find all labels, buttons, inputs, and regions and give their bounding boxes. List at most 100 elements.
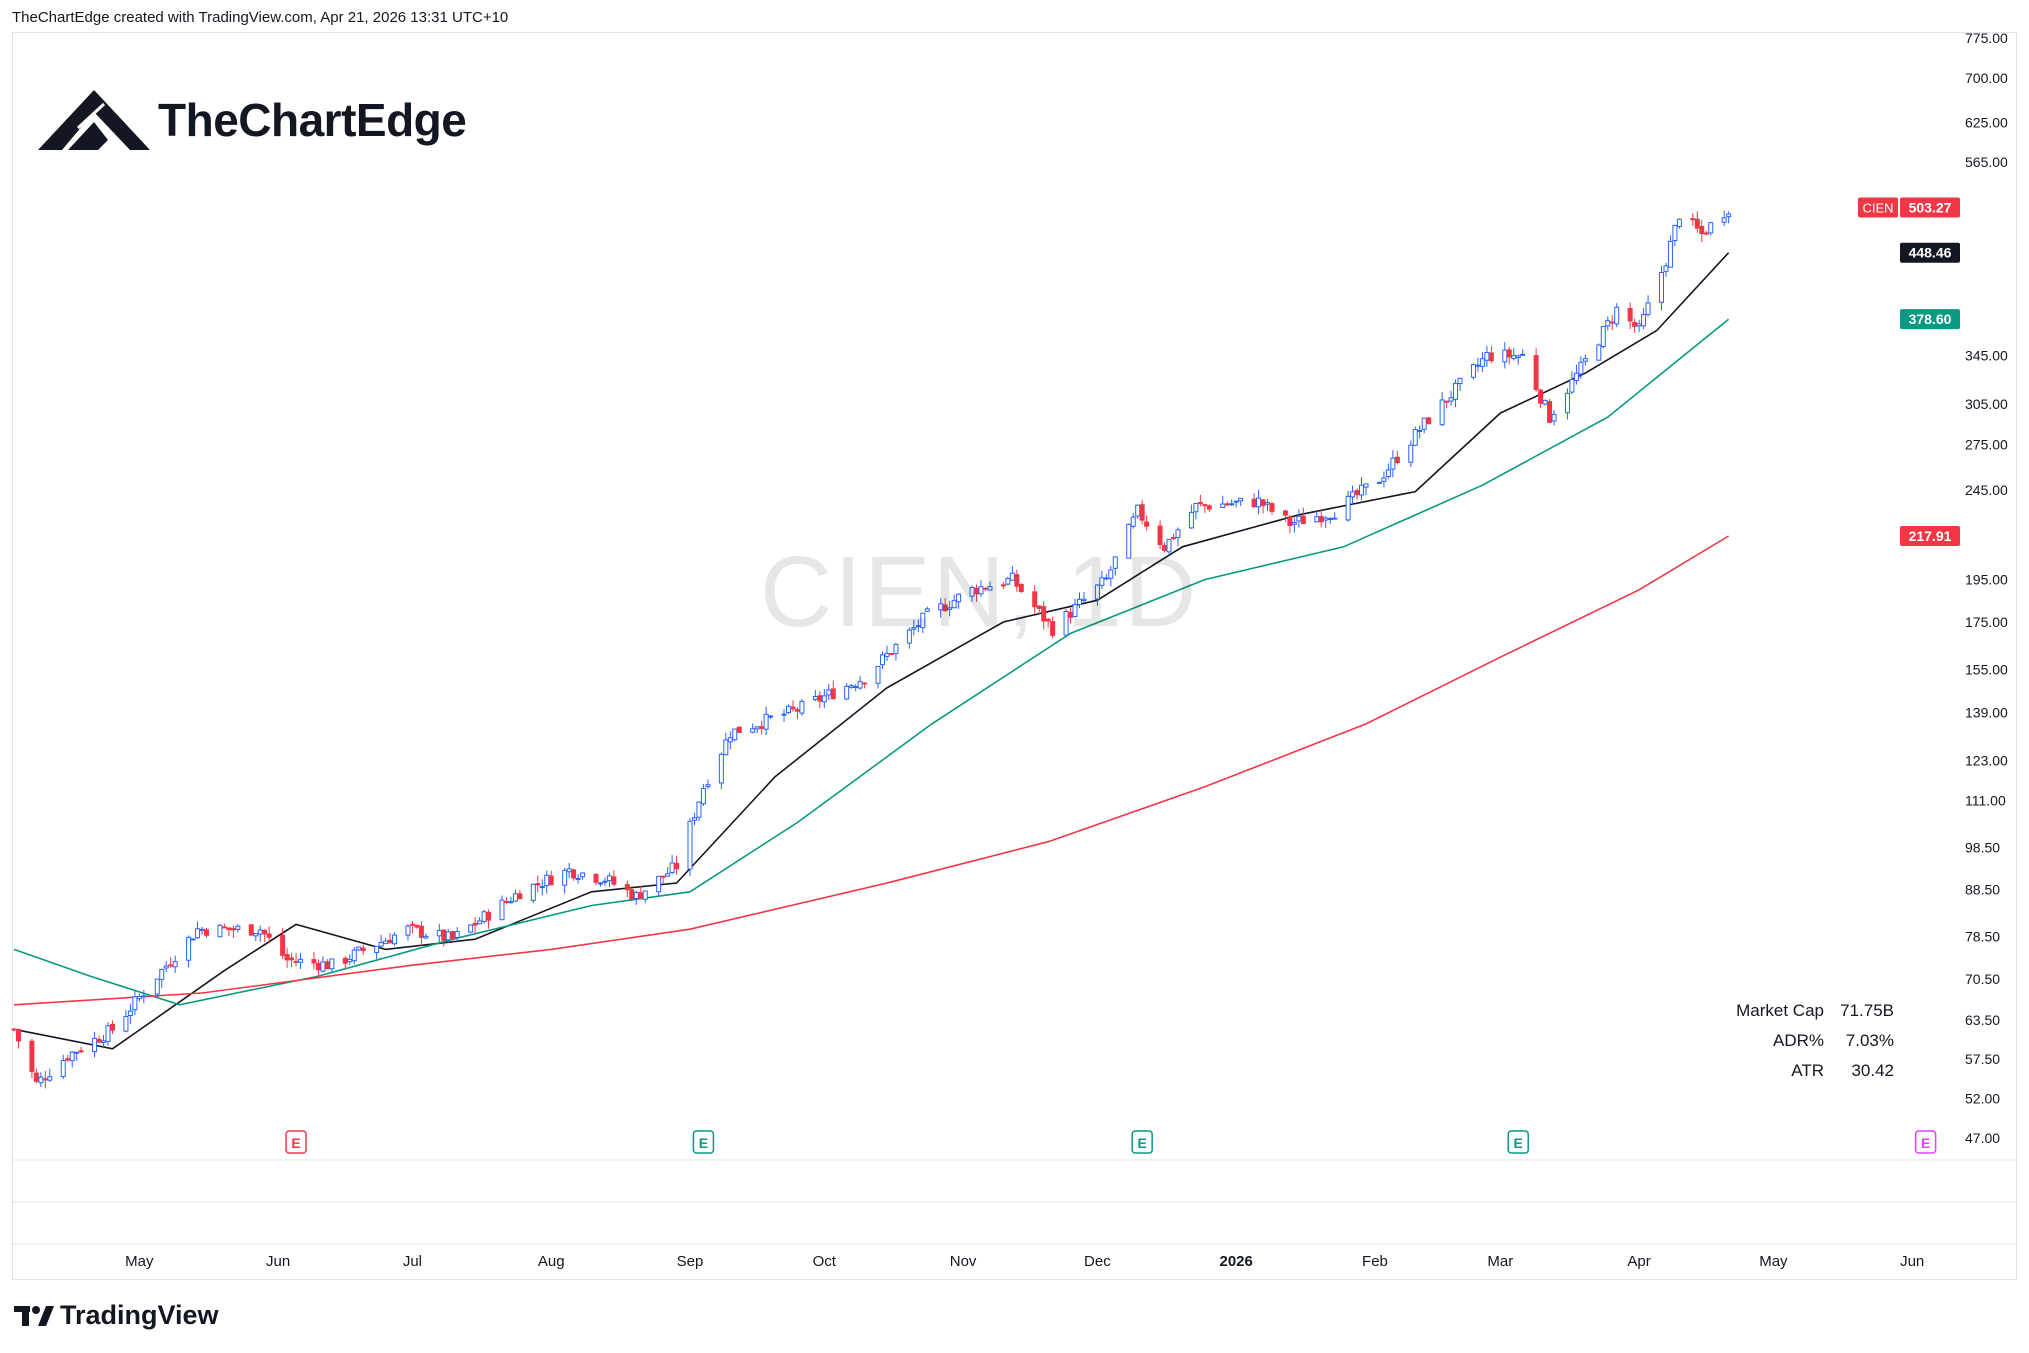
candle-body: [696, 801, 702, 818]
candle-body: [1672, 224, 1678, 242]
candle-body: [1533, 355, 1539, 391]
candle-body: [817, 695, 823, 702]
candle-body: [315, 963, 321, 971]
candle-body: [320, 961, 326, 972]
candle-body: [1076, 598, 1082, 606]
time-tick-label: Apr: [1627, 1253, 1650, 1270]
candle-body: [481, 911, 487, 923]
candle-body: [1421, 417, 1427, 430]
candle-body: [629, 889, 635, 900]
symbol-tag-text: CIEN: [1862, 200, 1893, 215]
price-labels: CIEN 503.27 448.46 378.60 217.91: [1858, 197, 1960, 546]
moving-average-line: [13, 535, 1730, 1006]
candle-body: [857, 681, 863, 689]
candle-body: [1296, 515, 1302, 522]
candle-body: [580, 872, 586, 878]
tradingview-logo[interactable]: TradingView: [14, 1300, 219, 1331]
candle-body: [593, 873, 599, 883]
candle-body: [1144, 521, 1150, 527]
candle-body: [1032, 591, 1038, 608]
candle-body: [1175, 529, 1181, 538]
candle-body: [450, 931, 456, 939]
price-tick-label: 139.00: [1965, 704, 2008, 720]
price-tick-label: 57.50: [1965, 1051, 2000, 1067]
candle-body: [199, 928, 205, 932]
candle-body: [1000, 584, 1006, 587]
candle-body: [324, 961, 330, 970]
candle-body: [141, 995, 147, 998]
candle-body: [548, 875, 554, 886]
stat-row: ATR 30.42: [1718, 1056, 1894, 1086]
candle-body: [1703, 232, 1709, 235]
candle-body: [1596, 344, 1602, 361]
candle-body: [1045, 618, 1051, 622]
candle-body: [253, 933, 259, 937]
candle-body: [624, 883, 630, 891]
candle-body: [105, 1025, 111, 1042]
candle-body: [812, 696, 818, 700]
candle-body: [1551, 413, 1557, 422]
candle-body: [1564, 392, 1570, 414]
chart-separators: [12, 1159, 2017, 1245]
candle-body: [575, 877, 581, 880]
price-tick-label: 345.00: [1965, 348, 2008, 364]
candle-body: [754, 726, 760, 730]
earnings-marker-box: [1914, 1130, 1937, 1154]
candle-body: [1645, 302, 1651, 315]
candle-body: [499, 899, 505, 921]
candle-body: [38, 1076, 44, 1084]
candle-body: [1318, 515, 1324, 523]
symbol-tag-bg: [1858, 197, 1898, 218]
candle-body: [123, 1016, 129, 1032]
candle-body: [472, 922, 478, 926]
candle-body: [356, 946, 362, 951]
candle-body: [409, 923, 415, 926]
chart-frame[interactable]: [12, 32, 2017, 1280]
candle-body: [848, 685, 854, 688]
candle-body: [414, 924, 420, 928]
candle-body: [785, 705, 791, 714]
tradingview-icon: [14, 1305, 54, 1326]
stat-value: 30.42: [1851, 1061, 1894, 1080]
time-tick-label: 2026: [1219, 1253, 1252, 1270]
candle-body: [1520, 353, 1526, 356]
candle-body: [11, 1028, 17, 1031]
candle-body: [477, 920, 483, 925]
candle-body: [383, 940, 389, 945]
candle-body: [1238, 497, 1244, 502]
candle-body: [924, 608, 930, 612]
candle-body: [853, 685, 859, 688]
price-tick-label: 47.00: [1965, 1130, 2000, 1146]
candle-body: [1636, 323, 1642, 327]
candle-body: [875, 665, 881, 684]
candle-body: [1050, 621, 1056, 636]
candle-body: [1721, 217, 1727, 223]
candle-body: [1488, 352, 1494, 362]
candle-body: [418, 925, 424, 938]
brand-name: TheChartEdge: [158, 94, 467, 146]
candle-body: [1614, 306, 1620, 325]
candle-body: [96, 1038, 102, 1043]
candle-body: [248, 924, 254, 936]
chart-caption: TheChartEdge created with TradingView.co…: [12, 9, 509, 26]
candle-body: [1323, 517, 1329, 521]
candle-body: [1511, 355, 1517, 359]
candle-body: [1197, 502, 1203, 505]
candle-body: [298, 958, 304, 963]
candle-body: [1502, 349, 1508, 363]
price-tag-text: 378.60: [1909, 311, 1952, 327]
price-tag-text: 503.27: [1909, 199, 1952, 215]
candle-body: [1663, 265, 1669, 272]
price-tick-label: 52.00: [1965, 1090, 2000, 1106]
candle-body: [217, 924, 223, 938]
time-tick-label: Dec: [1084, 1253, 1111, 1270]
candle-body: [1582, 358, 1588, 362]
candle-body: [392, 934, 398, 945]
candle-body: [1041, 606, 1047, 622]
candle-body: [880, 654, 886, 666]
moving-averages: [13, 252, 1730, 1050]
candle-body: [844, 685, 850, 700]
candle-body: [1139, 504, 1145, 521]
candle-body: [1265, 502, 1271, 505]
